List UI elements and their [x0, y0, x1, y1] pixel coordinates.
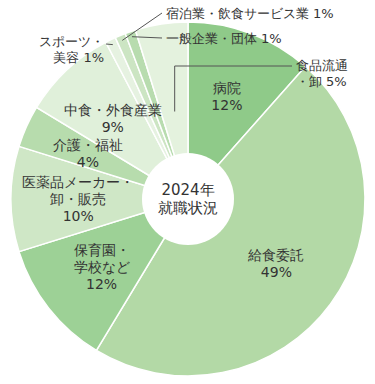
slices	[11, 22, 365, 376]
slice-label: 介護・福祉	[53, 137, 123, 153]
data-label: 4%	[77, 154, 99, 170]
data-label: 9%	[102, 119, 124, 135]
slice-label: 病院	[213, 80, 241, 96]
labels: 病院12%給食委託49%保育園・学校など12%医薬品メーカー・卸・販売10%介護…	[22, 6, 348, 292]
leader-line	[106, 44, 113, 46]
slice-label: 給食委託	[247, 247, 304, 263]
data-label: 1%	[261, 31, 282, 46]
slice-label: 医薬品メーカー・卸・販売	[22, 174, 134, 207]
slice-label: 食品流通・卸5%	[296, 58, 348, 89]
leader-line	[122, 13, 162, 40]
slice-label: 宿泊業・飲食サービス業1%	[166, 6, 334, 21]
data-label: 49%	[261, 264, 292, 280]
slice-label: 保育園・学校など	[74, 242, 130, 275]
data-label: 1%	[313, 6, 334, 21]
data-label: 12%	[86, 276, 117, 292]
leader-line	[132, 37, 162, 38]
slice-label: 中食・外食産業	[64, 102, 162, 118]
title: 2024年就職状況	[158, 181, 218, 217]
leader-line	[175, 66, 292, 112]
data-label: 1%	[83, 50, 104, 65]
chart: 2024年就職状況病院12%給食委託49%保育園・学校など12%医薬品メーカー・…	[0, 0, 375, 384]
slice-label: スポーツ・美容1%	[39, 34, 104, 65]
data-label: 10%	[63, 208, 94, 224]
center-hole	[142, 153, 234, 245]
data-label: 5%	[326, 74, 347, 89]
slice-label: 一般企業・団体1%	[166, 31, 282, 46]
data-label: 12%	[211, 97, 242, 113]
